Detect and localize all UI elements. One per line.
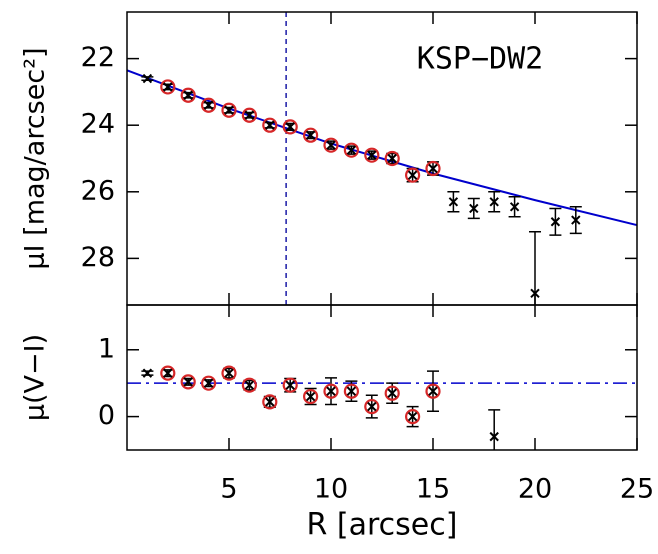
x-axis-label: R [arcsec]: [307, 508, 458, 543]
cross-marker: [265, 397, 275, 407]
cross-marker: [224, 368, 234, 378]
circle-marker: [384, 150, 400, 167]
cross-marker: [367, 401, 377, 412]
circle-marker: [180, 374, 196, 390]
x-tick-label: 25: [620, 474, 654, 505]
circle-marker: [303, 127, 319, 143]
x-tick-label: 10: [314, 474, 348, 505]
y-tick-label: 0: [98, 400, 115, 431]
y-tick-label: 26: [81, 175, 115, 206]
circle-marker: [241, 377, 257, 393]
circle-marker: [160, 365, 176, 381]
circle-marker: [364, 398, 380, 415]
x-tick-label: 5: [220, 474, 237, 505]
y-axis-label: μ(V−I): [20, 334, 51, 421]
y-axis-label: μI [mag/arcsec²]: [20, 47, 51, 269]
y-tick-label: 28: [81, 242, 115, 273]
circle-marker: [282, 119, 298, 135]
cross-marker: [448, 197, 459, 207]
cross-marker: [326, 386, 336, 396]
circle-marker: [425, 383, 441, 399]
cross-marker: [469, 203, 479, 214]
cross-marker: [428, 386, 438, 396]
cross-marker: [407, 170, 418, 180]
cross-marker: [407, 411, 418, 422]
cross-marker: [305, 130, 316, 140]
circle-marker: [425, 160, 441, 177]
circle-marker: [262, 117, 278, 133]
circle-marker: [160, 79, 176, 95]
circle-marker: [221, 365, 237, 381]
annotation: KSP−DW2: [417, 42, 543, 77]
circle-marker: [180, 87, 196, 103]
cross-marker: [244, 110, 255, 120]
cross-marker: [265, 120, 275, 130]
circle-marker: [405, 408, 421, 425]
plot-area: [127, 365, 637, 450]
y-tick-label: 1: [98, 333, 115, 364]
circle-marker: [323, 383, 339, 399]
x-tick-label: 15: [416, 474, 450, 505]
circle-marker: [282, 377, 298, 393]
cross-marker: [163, 82, 173, 92]
cross-marker: [387, 388, 397, 398]
circle-marker: [405, 167, 421, 183]
cross-marker: [509, 202, 520, 212]
circle-marker: [343, 142, 359, 158]
cross-marker: [305, 391, 316, 402]
cross-marker: [224, 105, 234, 115]
y-tick-label: 24: [81, 109, 115, 140]
y-tick-label: 22: [81, 42, 115, 73]
circle-marker: [384, 385, 400, 401]
circle-marker: [262, 394, 278, 410]
circle-marker: [241, 107, 257, 123]
circle-marker: [364, 147, 380, 163]
cross-marker: [244, 380, 255, 390]
circle-marker: [201, 97, 217, 113]
cross-marker: [387, 153, 397, 164]
cross-marker: [203, 100, 214, 110]
cross-marker: [428, 163, 438, 174]
cross-marker: [142, 368, 153, 378]
cross-marker: [346, 145, 357, 155]
cross-marker: [326, 140, 336, 150]
x-tick-label: 20: [518, 474, 552, 505]
cross-marker: [183, 377, 193, 387]
circle-marker: [323, 137, 339, 153]
circle-marker: [343, 383, 359, 399]
plot-area: [127, 12, 637, 305]
model-line: [127, 69, 637, 227]
circle-marker: [221, 102, 237, 118]
circle-marker: [303, 388, 319, 405]
cross-marker: [203, 378, 214, 388]
cross-marker: [346, 386, 357, 396]
frame: [126, 304, 638, 451]
cross-marker: [367, 150, 377, 160]
cross-marker: [285, 122, 295, 132]
cross-marker: [489, 197, 499, 207]
cross-marker: [163, 368, 173, 378]
cross-marker: [550, 217, 561, 227]
cross-marker: [489, 431, 499, 442]
circle-marker: [201, 375, 217, 391]
cross-marker: [183, 90, 193, 100]
cross-marker: [285, 380, 295, 390]
cross-marker: [142, 73, 153, 84]
cross-marker: [571, 215, 581, 225]
